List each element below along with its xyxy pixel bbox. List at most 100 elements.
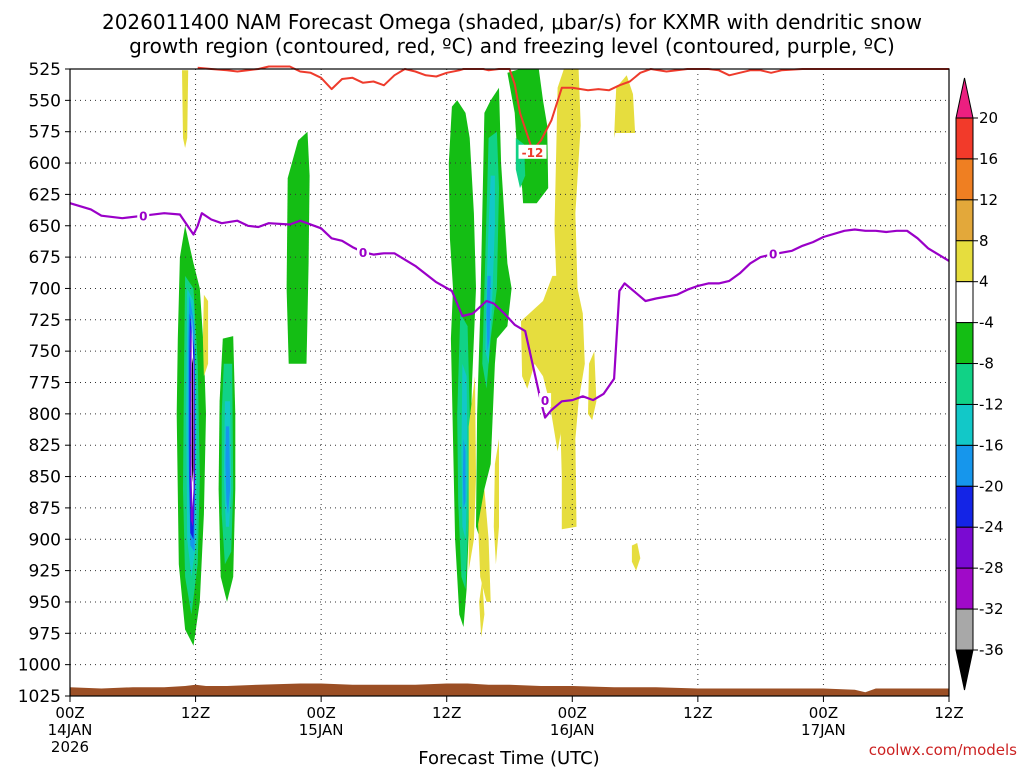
- freezing-level-line: [69, 202, 950, 419]
- y-tick-label: 650: [29, 217, 61, 237]
- contour-label: -12: [522, 146, 544, 160]
- colorbar-label: 4: [979, 273, 989, 291]
- x-tick-label: 15JAN: [299, 721, 344, 739]
- colorbar-label: -8: [979, 355, 994, 373]
- contour-label: 0: [541, 394, 549, 408]
- y-tick-label: 675: [29, 248, 61, 268]
- y-tick-label: 700: [29, 279, 61, 299]
- y-tick-label: 600: [29, 154, 61, 174]
- x-tick-label: 00Z: [809, 704, 838, 722]
- omega-region-down-4-8: [631, 543, 641, 571]
- omega-region-down-4-8: [468, 376, 476, 571]
- omega-region-down-4-8: [202, 294, 209, 377]
- omega-region-down-4-8: [478, 489, 491, 602]
- terrain-fill: [70, 683, 949, 696]
- y-tick-label: 775: [29, 374, 61, 394]
- y-tick-label: 875: [29, 499, 61, 519]
- contour-label: 0: [359, 246, 367, 260]
- contour-label-bg: [539, 393, 552, 408]
- omega-shading: [176, 69, 641, 646]
- contour-label: 0: [139, 210, 147, 224]
- omega-region-down-4-8: [479, 579, 485, 638]
- colorbar-label: -32: [979, 600, 1004, 618]
- colorbar-label: 8: [979, 232, 989, 250]
- y-tick-label: 550: [29, 91, 61, 111]
- contour-label-bg: [767, 246, 780, 261]
- colorbar-swatch: [955, 117, 974, 160]
- y-tick-label: 975: [29, 624, 61, 644]
- colorbar-swatch: [955, 485, 974, 528]
- colorbar-swatch: [955, 240, 974, 283]
- y-tick-label: 925: [29, 562, 61, 582]
- omega-region-down-4-8: [588, 351, 597, 421]
- contour-label-bg: [137, 208, 150, 223]
- x-tick-label: 00Z: [306, 704, 335, 722]
- colorbar-top-arrow: [955, 77, 974, 119]
- omega-region-down-4-8: [493, 438, 499, 565]
- colorbar-label: -24: [979, 518, 1004, 536]
- omega-region-up-16-20: [486, 275, 491, 352]
- y-tick-label: 725: [29, 311, 61, 331]
- omega-region-up-lt-36: [191, 357, 194, 483]
- x-tick-label: 12Z: [683, 704, 712, 722]
- colorbar-swatch: [955, 403, 974, 446]
- colorbar-swatch: [955, 158, 974, 201]
- colorbar-swatch: [955, 363, 974, 405]
- y-tick-label: 825: [29, 436, 61, 456]
- omega-region-up-16-20: [462, 438, 466, 508]
- colorbar: 20 16 12 8 4 -4 -8 -12 -16 -20 -24 -28 -32 -36: [955, 77, 1004, 691]
- colorbar-label: 16: [979, 150, 998, 168]
- y-tick-label: 1000: [18, 656, 61, 676]
- terrain: [70, 683, 949, 696]
- y-tick-label: 1025: [18, 687, 61, 707]
- colorbar-label: -36: [979, 641, 1004, 659]
- colorbar-label: 20: [979, 109, 998, 127]
- omega-region-up-16-20: [225, 426, 231, 515]
- colorbar-label: -28: [979, 559, 1004, 577]
- y-tick-label: 850: [29, 468, 61, 488]
- colorbar-swatch: [955, 526, 974, 569]
- x-tick-label: 17JAN: [801, 721, 846, 739]
- contour-label-bg: [518, 144, 547, 159]
- colorbar-bottom-arrow: [955, 649, 974, 691]
- x-axis-label: Forecast Time (UTC): [418, 748, 599, 768]
- x-tick-label: 00Z: [55, 704, 84, 722]
- colorbar-label: -16: [979, 436, 1004, 454]
- y-tick-label: 750: [29, 342, 61, 362]
- x-tick-label: 16JAN: [550, 721, 595, 739]
- x-tick-label: 00Z: [558, 704, 587, 722]
- y-tick-label: 800: [29, 405, 61, 425]
- colorbar-label: -12: [979, 395, 1004, 413]
- x-tick-label: 12Z: [432, 704, 461, 722]
- y-tick-label: 525: [29, 60, 61, 80]
- y-tick-label: 950: [29, 593, 61, 613]
- colorbar-swatch: [955, 608, 974, 651]
- omega-region-down-4-8: [614, 75, 636, 138]
- credit-link[interactable]: coolwx.com/models: [869, 741, 1017, 759]
- y-tick-label: 625: [29, 185, 61, 205]
- x-tick-label: 12Z: [934, 704, 963, 722]
- contour-labels: 0 0 0 0 -12: [137, 144, 780, 408]
- x-tick-label: 14JAN: [48, 721, 93, 739]
- y-tick-label: 900: [29, 530, 61, 550]
- colorbar-swatch: [955, 322, 974, 365]
- chart-title-line1: 2026011400 NAM Forecast Omega (shaded, μ…: [101, 10, 923, 34]
- contour-label: 0: [769, 247, 777, 261]
- chart-title-line2: growth region (contoured, red, ºC) and f…: [129, 34, 895, 58]
- contour-label-bg: [357, 245, 369, 260]
- colorbar-label: 12: [979, 191, 998, 209]
- colorbar-label: -20: [979, 477, 1004, 495]
- colorbar-swatch: [955, 444, 974, 487]
- colorbar-swatch: [955, 567, 974, 610]
- omega-region-down-4-8: [554, 69, 585, 530]
- x-tick-label: 12Z: [181, 704, 210, 722]
- x-tick-label: 2026: [51, 738, 89, 756]
- y-axis: 525 550 575 600 625 650 675 700 725 750 775 800 825 8…: [18, 60, 70, 707]
- colorbar-swatch: [955, 199, 974, 242]
- y-tick-label: 575: [29, 123, 61, 143]
- omega-region-up-4-8: [476, 87, 512, 540]
- colorbar-swatch: [955, 281, 974, 324]
- colorbar-label: -4: [979, 314, 994, 332]
